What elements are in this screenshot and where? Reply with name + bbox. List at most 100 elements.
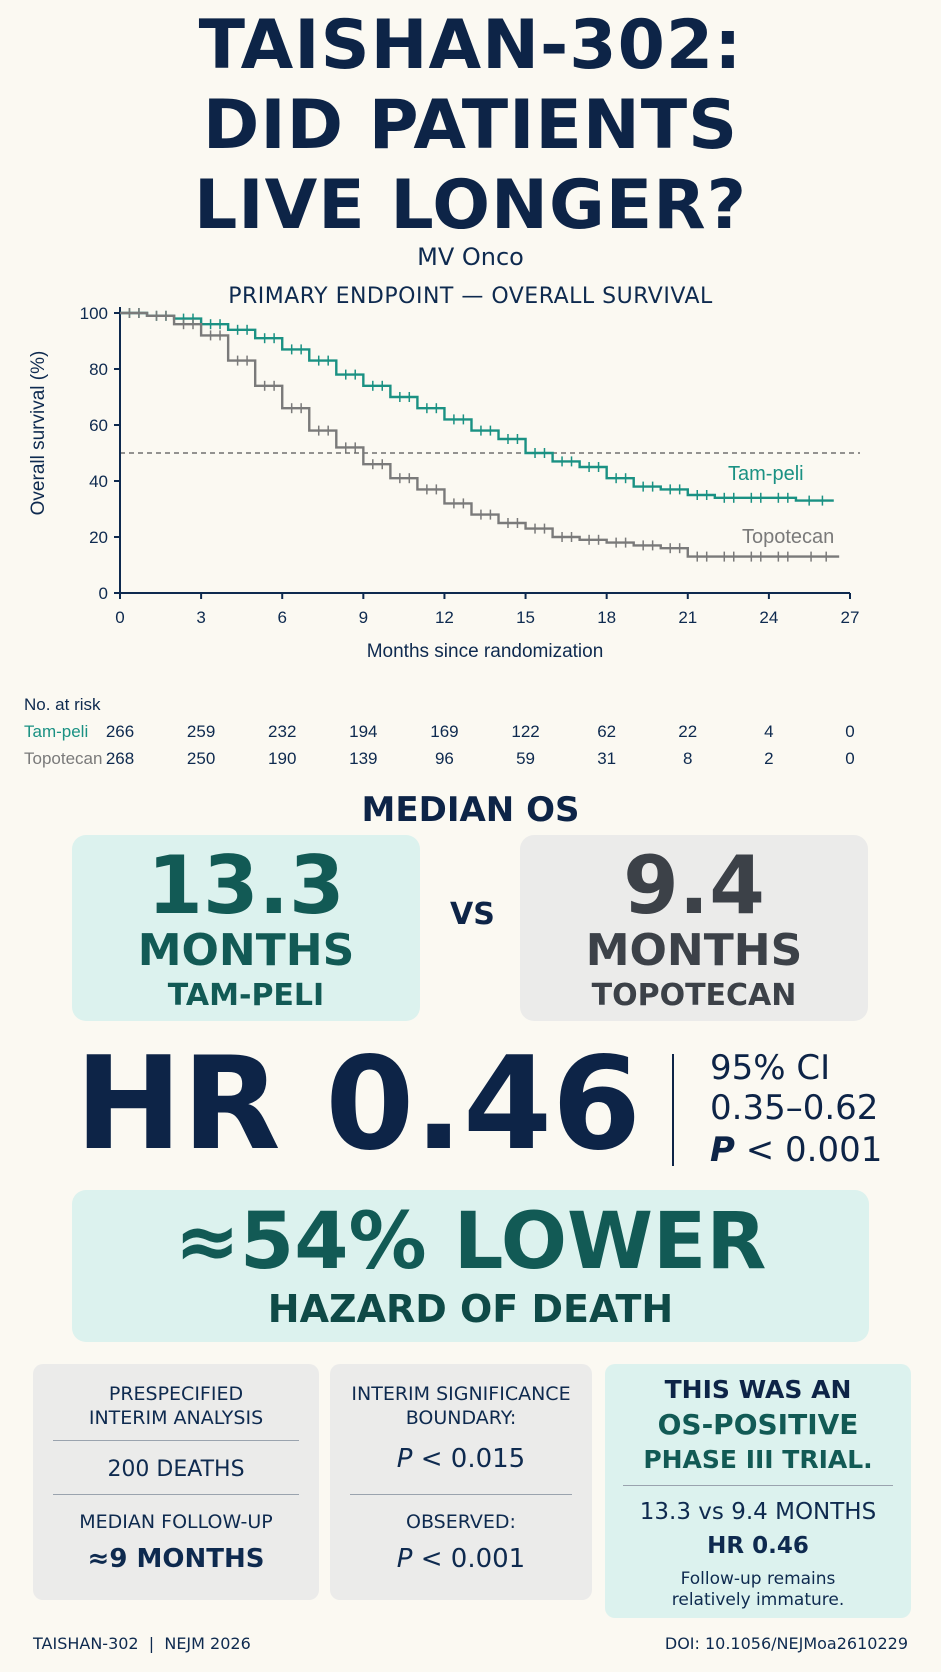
hazard-ratio-value: HR 0.46: [75, 1030, 642, 1179]
sponsor-label: MV Onco: [417, 243, 524, 271]
hazard-reduction-card: ≈54% LOWER HAZARD OF DEATH: [72, 1190, 869, 1342]
conclusion-panel: THIS WAS AN OS-POSITIVE PHASE III TRIAL.…: [605, 1364, 911, 1618]
km-curve-topotecan: [120, 311, 840, 558]
y-tick-label: 20: [89, 528, 108, 547]
y-tick-label: 0: [99, 584, 108, 603]
interim-analysis-panel: PRESPECIFIED INTERIM ANALYSIS 200 DEATHS…: [33, 1364, 319, 1600]
panel2-observed-label: OBSERVED:: [406, 1511, 516, 1533]
median-os-heading: MEDIAN OS: [361, 790, 580, 830]
panel3-stat1: 13.3 vs 9.4 MONTHS: [639, 1499, 877, 1525]
panel3-divider: [623, 1485, 893, 1486]
x-tick-label: 6: [277, 608, 286, 627]
median-topotecan-unit: MONTHS: [585, 925, 803, 976]
risk-cell: 266: [105, 722, 135, 741]
ci-label: 95% CI: [710, 1048, 831, 1088]
panel1-followup-label: MEDIAN FOLLOW-UP: [79, 1511, 273, 1533]
y-tick-label: 60: [89, 416, 108, 435]
risk-cell: 96: [434, 749, 454, 768]
y-tick-label: 100: [80, 304, 108, 323]
page-title: TAISHAN-302: DID PATIENTS LIVE LONGER?: [0, 6, 941, 246]
median-tam-peli-unit: MONTHS: [137, 925, 355, 976]
panel2-boundary-p-letter: P: [396, 1444, 413, 1474]
risk-cell: 122: [511, 722, 540, 741]
panel2-observed-p-letter: P: [396, 1544, 413, 1574]
risk-table-label: No. at risk: [24, 695, 101, 714]
risk-cell: 22: [678, 722, 698, 741]
y-axis-label: Overall survival (%): [28, 351, 49, 516]
panel2-divider: [350, 1494, 572, 1495]
x-axis-label: Months since randomization: [367, 641, 604, 662]
risk-cell: 268: [105, 749, 135, 768]
panel1-divider-2: [53, 1494, 299, 1495]
median-topotecan-arm: TOPOTECAN: [591, 978, 797, 1013]
panel2-observed-p: P < 0.001: [330, 1544, 592, 1574]
panel1-deaths: 200 DEATHS: [107, 1457, 245, 1482]
km-chart: 0 20 40 60 80 100 0 3 6 9 12 15 18 21 24 27 Overall sur…: [28, 304, 860, 662]
hazard-reduction-headline: ≈54% LOWER: [174, 1197, 767, 1287]
risk-cell: 139: [349, 749, 378, 768]
risk-cell: 31: [597, 749, 617, 768]
risk-table: No. at risk Tam-peli Topotecan 266 259 232…: [0, 695, 941, 768]
x-tick-label: 18: [597, 608, 616, 627]
risk-cell: 0: [845, 749, 855, 768]
endpoint-label: PRIMARY ENDPOINT — OVERALL SURVIVAL: [228, 284, 713, 309]
panel3-line3: PHASE III TRIAL.: [643, 1445, 873, 1474]
vs-label: VS: [450, 897, 495, 932]
hr-p-value: P < 0.001: [710, 1130, 882, 1170]
median-topotecan-card: 9.4 MONTHS TOPOTECAN: [520, 835, 868, 1021]
panel1-line1: PRESPECIFIED: [108, 1383, 244, 1405]
risk-cell: 190: [268, 749, 297, 768]
hazard-reduction-sub: HAZARD OF DEATH: [267, 1287, 674, 1331]
footer-doi: DOI: 10.1056/NEJMoa2610229: [664, 1634, 908, 1653]
panel3-line1: THIS WAS AN: [664, 1375, 852, 1404]
risk-cell: 59: [516, 749, 535, 768]
x-tick-label: 3: [196, 608, 205, 627]
series-label-topotecan: Topotecan: [742, 526, 834, 548]
risk-row-name-topotecan: Topotecan: [24, 749, 103, 768]
panel1-divider-1: [53, 1440, 299, 1441]
footer-citation: TAISHAN-302 | NEJM 2026: [33, 1634, 251, 1653]
risk-cell: 2: [764, 749, 774, 768]
risk-cell: 250: [186, 749, 216, 768]
panel3-stat2: HR 0.46: [707, 1533, 809, 1559]
panel2-line2: BOUNDARY:: [405, 1407, 517, 1429]
risk-cell: 169: [430, 722, 459, 741]
median-topotecan-value: 9.4: [623, 839, 765, 932]
risk-row-name-tam-peli: Tam-peli: [24, 722, 89, 741]
panel3-line2: OS-POSITIVE: [657, 1408, 859, 1441]
median-tam-peli-arm: TAM-PELI: [167, 978, 325, 1013]
y-tick-label: 40: [89, 472, 108, 491]
panel3-note2: relatively immature.: [671, 1590, 845, 1610]
median-tam-peli-card: 13.3 MONTHS TAM-PELI: [72, 835, 420, 1021]
panel2-line1: INTERIM SIGNIFICANCE: [351, 1383, 571, 1405]
title-line-3: LIVE LONGER?: [193, 166, 748, 245]
title-line-2: DID PATIENTS: [202, 86, 739, 165]
title-line-1: TAISHAN-302:: [198, 6, 743, 85]
x-tick-label: 27: [841, 608, 860, 627]
risk-cell: 232: [268, 722, 297, 741]
risk-cell: 4: [764, 722, 774, 741]
risk-cell: 0: [845, 722, 855, 741]
x-tick-label: 9: [359, 608, 368, 627]
x-tick-label: 21: [678, 608, 697, 627]
x-tick-label: 0: [115, 608, 124, 627]
panel2-boundary-p-rest: < 0.015: [412, 1444, 526, 1474]
hr-divider: [672, 1054, 674, 1166]
panel3-note1: Follow-up remains: [680, 1569, 836, 1589]
panel1-followup-value: ≈9 MONTHS: [87, 1544, 265, 1574]
risk-cell: 194: [349, 722, 378, 741]
significance-boundary-panel: INTERIM SIGNIFICANCE BOUNDARY: P < 0.015…: [330, 1364, 592, 1600]
p-letter: P: [710, 1130, 735, 1170]
risk-cell: 62: [597, 722, 617, 741]
panel1-line2: INTERIM ANALYSIS: [88, 1407, 264, 1429]
p-rest: < 0.001: [734, 1130, 883, 1170]
median-tam-peli-value: 13.3: [147, 839, 345, 932]
series-label-tam-peli: Tam-peli: [728, 463, 804, 485]
x-tick-label: 12: [435, 608, 454, 627]
km-curve-tam-peli: [120, 311, 834, 502]
y-tick-label: 80: [89, 360, 108, 379]
risk-cell: 8: [683, 749, 693, 768]
x-tick-label: 15: [516, 608, 535, 627]
risk-cell: 259: [186, 722, 216, 741]
panel2-observed-p-rest: < 0.001: [412, 1544, 526, 1574]
